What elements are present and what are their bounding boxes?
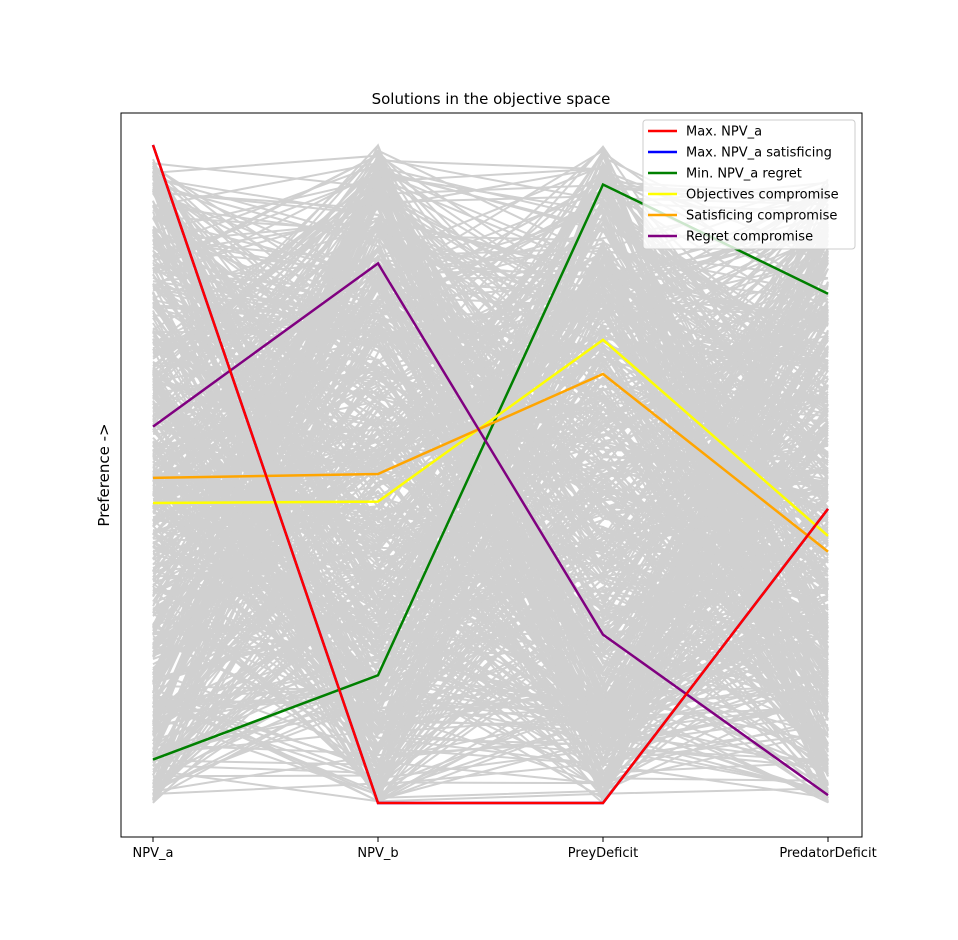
background-solution-line [152,173,829,397]
background-solution-line [152,267,829,523]
background-solution-line [152,249,829,467]
background-solution-line [152,594,829,768]
background-solution-line [152,303,829,522]
background-solution-line [152,162,829,790]
background-solution-line [152,386,829,711]
background-solution-line [152,219,829,695]
background-solution-line [152,386,829,661]
x-tick-label: NPV_b [357,846,398,861]
background-solution-line [152,706,829,803]
background-solution-line [152,610,829,662]
background-solution-line [152,170,829,455]
background-solution-line [152,485,829,792]
background-solution-line [152,191,829,604]
background-solution-line [152,310,829,788]
series-line-3 [152,338,829,537]
background-solution-line [152,315,829,638]
background-solution-line [152,160,829,761]
background-solution-line [152,318,829,752]
background-solution-line [152,264,829,797]
background-solution-line [152,410,829,717]
background-solution-line [152,219,829,795]
background-solution-line [152,254,829,658]
background-solutions [152,143,829,805]
x-tick-label: PredatorDeficit [779,846,876,861]
legend-entry-label: Max. NPV_a [686,125,762,140]
x-axis-ticks: NPV_a NPV_b PreyDeficit PredatorDeficit [133,837,877,861]
background-solution-line [152,244,829,633]
background-solution-line [152,335,829,803]
background-solution-line [152,150,829,539]
x-tick-label: NPV_a [133,846,174,861]
y-axis-label: Preference -> [95,423,113,526]
legend-entry-label: Max. NPV_a satisficing [686,146,832,161]
background-solution-line [152,468,829,629]
background-solution-line [152,409,829,713]
background-solution-line [152,235,829,467]
background-solution-line [152,265,829,747]
background-solution-line [152,232,829,751]
background-solution-line [152,542,829,801]
background-solution-line [152,250,829,540]
background-solution-line [152,230,829,754]
background-solution-line [152,223,829,770]
background-solution-line [152,297,829,764]
background-solution-line [152,171,829,689]
highlighted-solutions [151,144,829,805]
background-solution-line [152,202,829,733]
background-solution-line [152,190,829,570]
background-solution-line [152,317,829,766]
legend-entry-label: Satisficing compromise [686,209,837,224]
background-solution-line [152,674,829,800]
legend: Max. NPV_a Max. NPV_a satisficing Min. NPV… [642,119,856,250]
series-line-5 [152,261,829,797]
x-tick-label: PreyDeficit [568,846,638,861]
background-solution-line [152,261,829,639]
legend-entry-label: Objectives compromise [686,188,839,203]
background-solution-line [152,190,829,653]
legend-box [642,119,856,250]
background-solution-line [152,539,829,728]
background-solution-line [152,312,829,769]
series-line-0 [151,144,829,805]
background-solution-line [152,195,829,700]
background-solution-line [152,163,829,711]
background-solution-line [152,165,829,370]
legend-entry-label: Regret compromise [686,230,813,245]
chart-title: Solutions in the objective space [372,90,611,108]
background-solution-line [152,247,829,799]
background-solution-line [152,209,829,659]
plot-frame [120,112,863,838]
background-solution-line [152,250,829,420]
legend-entry-label: Min. NPV_a regret [686,167,802,182]
background-solution-line [152,473,829,793]
background-solution-line [152,167,829,648]
background-solution-line [152,192,829,621]
background-solution-line [152,274,829,596]
